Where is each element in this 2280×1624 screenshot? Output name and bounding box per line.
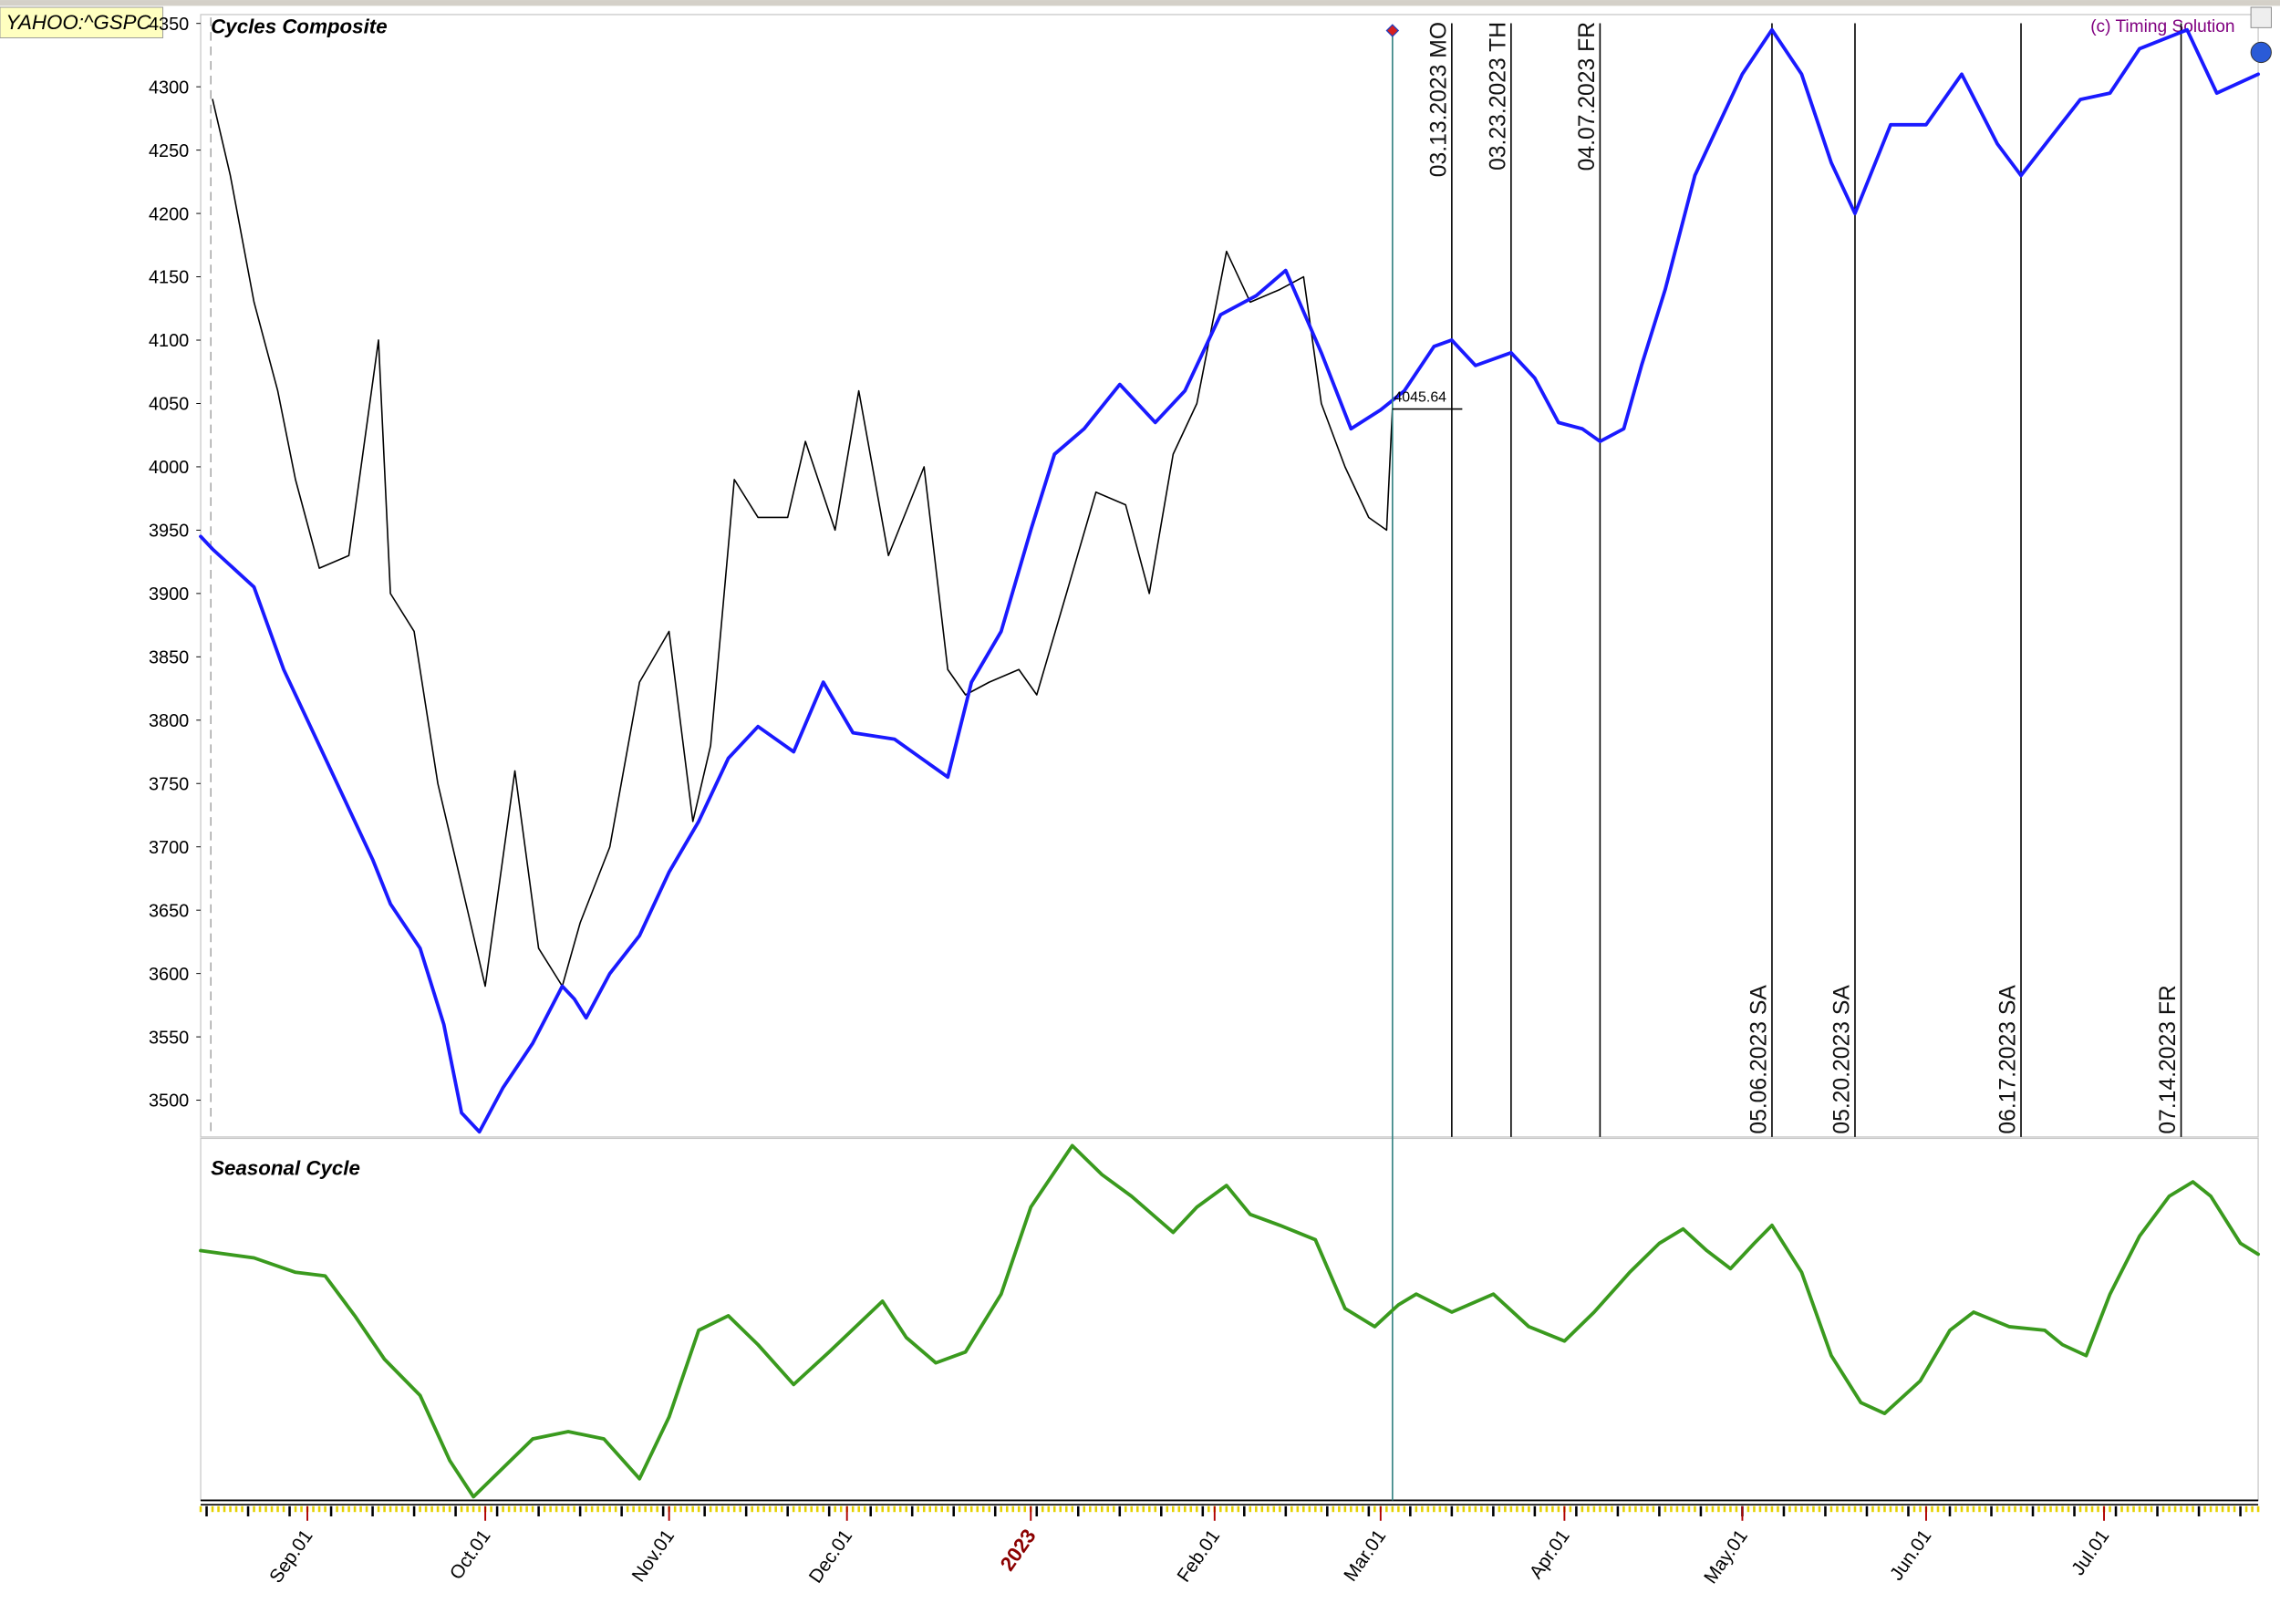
data-line xyxy=(212,98,1394,988)
date-marker-label: 06.17.2023 SA xyxy=(1996,985,2021,1134)
data-line xyxy=(199,1143,2260,1499)
scroll-button[interactable] xyxy=(2250,6,2272,28)
date-marker-label: 05.20.2023 SA xyxy=(1830,985,1855,1134)
symbol-box xyxy=(0,6,164,38)
y-tick-label: 3950 xyxy=(149,522,189,542)
date-marker-label: 07.14.2023 FR xyxy=(2156,985,2181,1133)
y-tick-label: 4100 xyxy=(149,331,189,351)
top-panel-frame xyxy=(200,14,2259,1138)
y-tick-label: 4050 xyxy=(149,395,189,415)
date-marker-label: 03.13.2023 MO xyxy=(1426,22,1451,177)
y-tick-label: 4300 xyxy=(149,78,189,98)
last-price-label: 4045.64 xyxy=(1394,390,1446,406)
y-tick-label: 3750 xyxy=(149,774,189,794)
data-line xyxy=(199,27,2260,1134)
y-tick-label: 3800 xyxy=(149,711,189,731)
y-tick-label: 4200 xyxy=(149,204,189,224)
panel-title: Seasonal Cycle xyxy=(211,1156,360,1179)
y-tick-label: 3550 xyxy=(149,1028,189,1048)
y-tick-label: 4350 xyxy=(149,15,189,35)
y-tick-label: 3500 xyxy=(149,1091,189,1112)
y-tick-label: 3650 xyxy=(149,901,189,921)
date-marker-label: 05.06.2023 SA xyxy=(1747,985,1772,1134)
y-tick-label: 3850 xyxy=(149,647,189,667)
y-tick-label: 3700 xyxy=(149,838,189,858)
copyright: (c) Timing Solution xyxy=(2090,17,2234,36)
y-tick-label: 4150 xyxy=(149,268,189,288)
y-tick-label: 3900 xyxy=(149,584,189,605)
y-tick-label: 4000 xyxy=(149,458,189,478)
date-marker-label: 04.07.2023 FR xyxy=(1575,22,1600,171)
y-tick-label: 3600 xyxy=(149,965,189,985)
y-tick-label: 4250 xyxy=(149,141,189,161)
panel-title: Cycles Composite xyxy=(211,16,387,38)
symbol-label: YAHOO:^GSPC xyxy=(5,11,151,34)
toolbar-strip xyxy=(0,0,2280,6)
cursor-marker xyxy=(1385,24,1400,37)
globe-icon[interactable] xyxy=(2250,41,2272,64)
date-marker-label: 03.23.2023 TH xyxy=(1487,22,1511,171)
